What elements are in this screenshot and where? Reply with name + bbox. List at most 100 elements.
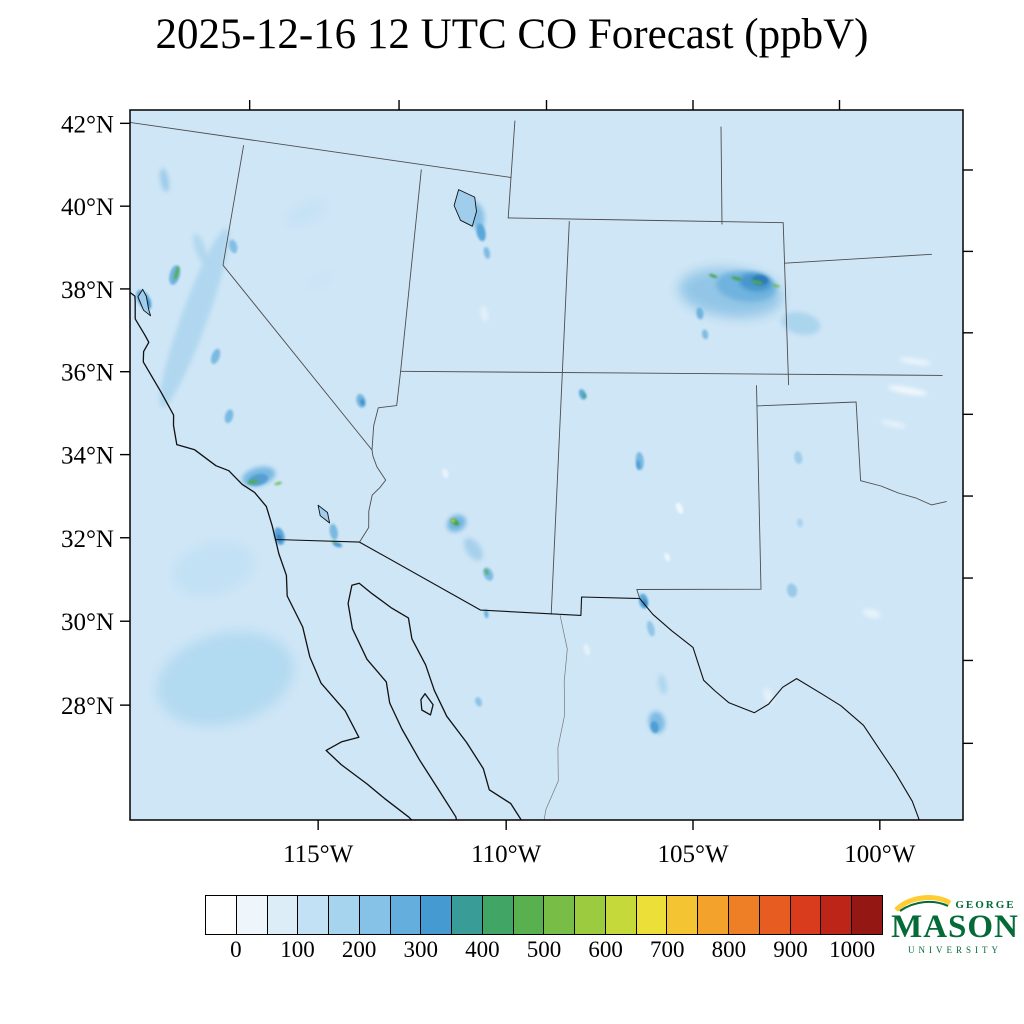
colorbar-segment: [667, 896, 699, 934]
lat-tick-label: 42°N: [61, 111, 114, 138]
co-plume: [676, 502, 683, 515]
co-plume: [658, 674, 667, 695]
co-plume: [484, 609, 489, 619]
co-plume: [172, 541, 255, 597]
colorbar-segment: [452, 896, 483, 934]
co-plume: [442, 468, 449, 479]
co-plume: [156, 631, 294, 726]
co-plume: [664, 552, 671, 562]
colorbar-tick-label: 0: [230, 937, 242, 962]
colorbar-segment: [852, 896, 882, 934]
lat-tick-label: 36°N: [61, 360, 114, 387]
map-border: [784, 253, 933, 264]
colorbar-segment: [544, 896, 576, 934]
map-faint: [543, 614, 568, 820]
co-concentration-field: [136, 168, 931, 734]
co-plume: [880, 420, 907, 428]
map-border: [507, 217, 784, 224]
co-plume: [899, 358, 931, 365]
colorbar-tick-label: 1000: [829, 937, 876, 962]
colorbar: 0 100 200 300 400 500 600 700 800 900 1000: [205, 895, 883, 965]
co-plume: [796, 518, 804, 528]
co-plume: [786, 583, 798, 598]
map-border: [782, 222, 790, 386]
colorbar-segment: [421, 896, 453, 934]
lon-tick-label: 100°W: [844, 841, 915, 868]
co-plume: [636, 460, 641, 470]
co-plume: [286, 200, 328, 226]
co-plume: [583, 393, 586, 398]
co-plume: [329, 523, 338, 540]
lon-tick-label: 110°W: [471, 841, 542, 868]
co-plume: [174, 266, 179, 281]
map-lake: [453, 189, 477, 227]
map-border: [222, 144, 387, 543]
co-plume: [304, 270, 335, 290]
colorbar-segment: [790, 896, 822, 934]
colorbar-tick-label: 600: [588, 937, 623, 962]
map-lake: [137, 288, 152, 317]
colorbar-segment: [605, 896, 637, 934]
map-border: [400, 370, 943, 376]
co-plume: [862, 608, 881, 619]
colorbar-segment: [359, 896, 391, 934]
co-plume: [224, 409, 234, 424]
map-boundaries: [130, 120, 947, 820]
co-plume: [276, 533, 282, 543]
lon-tick-label: 115°W: [283, 841, 354, 868]
co-plume: [475, 697, 483, 707]
colorbar-segment: [821, 896, 853, 934]
gmu-logo: GEORGE MASON UNIVERSITY: [888, 890, 1022, 955]
colorbar-labels: 0 100 200 300 400 500 600 700 800 900 1000: [205, 935, 883, 965]
map-border: [130, 121, 512, 178]
co-plume: [210, 348, 221, 365]
co-plume: [451, 519, 455, 523]
colorbar-tick-label: 200: [341, 937, 377, 962]
lat-tick-label: 38°N: [61, 277, 114, 304]
colorbar-tick-label: 100: [280, 937, 315, 962]
colorbar-segment: [390, 896, 422, 934]
co-plume: [642, 599, 648, 608]
logo-university-text: UNIVERSITY: [908, 944, 1002, 955]
co-plume: [583, 643, 591, 656]
colorbar-tick-label: 800: [711, 937, 747, 962]
colorbar-segment: [298, 896, 330, 934]
colorbar-tick-label: 500: [526, 937, 562, 962]
map-coast: [274, 538, 413, 820]
lat-tick-label: 30°N: [61, 609, 114, 636]
co-plume: [160, 168, 169, 193]
co-plume: [159, 228, 230, 408]
map-lake: [317, 504, 331, 524]
gmu-swoosh-icon: [894, 895, 952, 912]
map-border: [720, 126, 723, 225]
map-border: [550, 220, 570, 615]
colorbar-tick-label: 700: [650, 937, 685, 962]
co-plume: [274, 481, 283, 486]
colorbar-segment: [513, 896, 545, 934]
co-plume: [646, 620, 655, 637]
co-plume: [702, 329, 709, 340]
map-coast: [130, 291, 277, 541]
co-plume: [781, 311, 821, 335]
map-border: [636, 385, 762, 599]
map-coast: [420, 693, 434, 716]
lat-tick-label: 40°N: [61, 194, 114, 221]
co-plume: [794, 451, 803, 465]
co-plume: [751, 280, 763, 285]
map-border: [400, 169, 422, 372]
co-plume: [476, 223, 486, 242]
co-plume: [763, 688, 774, 704]
co-plume: [246, 479, 259, 485]
co-plume: [484, 569, 489, 575]
colorbar-segment: [759, 896, 791, 934]
colorbar-bar: [205, 895, 883, 935]
lat-tick-label: 28°N: [61, 693, 114, 720]
co-plume: [696, 307, 704, 320]
colorbar-segment: [575, 896, 606, 934]
co-plume: [650, 721, 659, 734]
logo-mason-text: MASON: [891, 909, 1019, 945]
map-coast: [347, 582, 523, 820]
map-border: [371, 370, 402, 451]
co-plume: [228, 239, 238, 254]
